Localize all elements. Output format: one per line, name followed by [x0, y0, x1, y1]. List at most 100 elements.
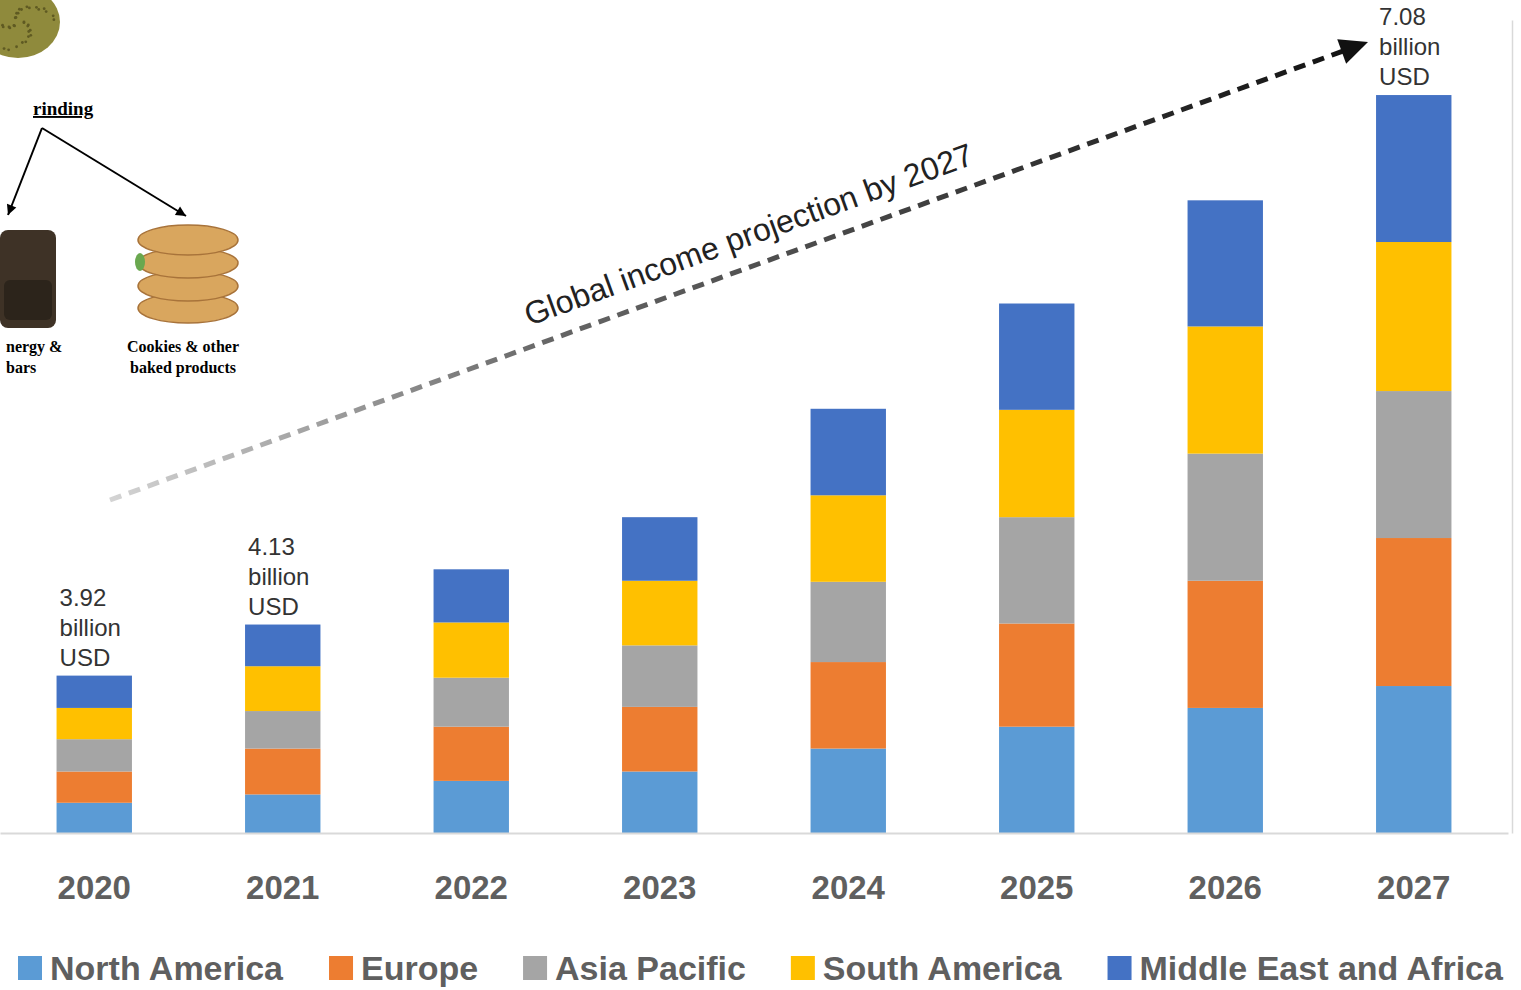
legend-item: Middle East and Africa: [1108, 949, 1504, 987]
bar-segment: [434, 781, 509, 833]
bar-segment: [434, 622, 509, 677]
total-label-line: 7.08: [1379, 3, 1426, 30]
bar-segment: [811, 495, 886, 582]
bar-segment: [245, 794, 320, 833]
bar-segment: [622, 645, 697, 706]
total-label-line: 3.92: [60, 584, 107, 611]
bar-segment: [1376, 686, 1451, 833]
inset-arrow-left-head: [3, 204, 16, 217]
bar-segment: [245, 666, 320, 711]
x-axis-line: [1, 833, 1509, 835]
bar-segment: [1376, 242, 1451, 391]
bar-segment: [999, 410, 1074, 517]
legend-swatch: [1108, 956, 1132, 980]
legend-swatch: [791, 956, 815, 980]
legend-item: South America: [791, 949, 1063, 987]
x-tick-label: 2023: [623, 869, 696, 906]
powder-grain: [26, 5, 29, 8]
bar-segment: [57, 708, 132, 739]
x-tick-label: 2022: [435, 869, 508, 906]
bar-segment: [811, 749, 886, 833]
legend-swatch: [523, 956, 547, 980]
powder-grain: [27, 30, 30, 33]
legend-label: Asia Pacific: [555, 949, 746, 987]
bar-segment: [999, 727, 1074, 833]
bar-segment: [999, 517, 1074, 623]
bars: [57, 95, 1452, 833]
powder-grain: [17, 12, 20, 15]
bar-segment: [245, 625, 320, 667]
x-tick-label: 2025: [1000, 869, 1073, 906]
x-tick-label: 2021: [246, 869, 319, 906]
x-tick-label: 2026: [1189, 869, 1262, 906]
bar-segment: [1188, 454, 1263, 581]
inset: rindingnergy &barsCookies & otherbaked p…: [0, 0, 239, 377]
y-axis: [1512, 21, 1513, 834]
x-tick: 2025: [1000, 833, 1073, 906]
legend-swatch: [18, 956, 42, 980]
powder-grain: [15, 16, 18, 19]
inset-label: baked products: [130, 359, 236, 377]
powder-grain: [52, 18, 55, 21]
chart-root: rindingnergy &barsCookies & otherbaked p…: [0, 0, 1521, 990]
bar-segment: [999, 623, 1074, 726]
cookie-picture: [138, 225, 238, 255]
powder-grain: [3, 47, 6, 50]
bar-segment: [1188, 581, 1263, 708]
inset-arrow-right-head: [175, 207, 189, 221]
x-tick: 2024: [812, 833, 886, 906]
total-label-line: billion: [60, 614, 121, 641]
energy-bar-picture: [0, 230, 56, 328]
inset-label: nergy &: [6, 338, 62, 356]
inset-heading: rinding: [33, 98, 94, 119]
bar-segment: [622, 581, 697, 646]
bar-segment: [1188, 200, 1263, 326]
powder-grain: [52, 14, 55, 17]
bar-segment: [1188, 708, 1263, 833]
bar-segment: [57, 803, 132, 833]
projection-arrow: [110, 50, 1347, 500]
x-tick: 2026: [1189, 833, 1262, 906]
bar-segment: [811, 582, 886, 662]
bar-segment: [1376, 538, 1451, 686]
powder-grain: [37, 8, 40, 11]
bar-segment: [434, 678, 509, 727]
powder-grain: [13, 24, 16, 27]
bar-segment: [999, 304, 1074, 410]
bar-segment: [811, 662, 886, 749]
legend-item: Europe: [329, 949, 478, 987]
x-tick: 2023: [623, 833, 696, 906]
powder-grain: [23, 21, 26, 24]
legend-swatch: [329, 956, 353, 980]
x-tick-label: 2027: [1377, 869, 1450, 906]
total-label-line: USD: [248, 593, 299, 620]
powder-grain: [8, 27, 11, 30]
total-label: 7.08billionUSD: [1379, 3, 1440, 90]
legend-item: North America: [18, 949, 284, 987]
total-label-line: 4.13: [248, 533, 295, 560]
inset-label: Cookies & other: [127, 338, 239, 355]
inset-arrow-right: [42, 128, 186, 216]
bar-segment: [57, 739, 132, 771]
powder-grain: [7, 48, 10, 51]
legend-label: South America: [823, 949, 1063, 987]
bar-segment: [245, 711, 320, 749]
x-tick: 2021: [246, 833, 319, 906]
bar-segment: [622, 772, 697, 833]
legend-label: North America: [50, 949, 284, 987]
powder-grain: [45, 10, 48, 13]
powder-grain: [8, 26, 11, 29]
total-label-line: billion: [248, 563, 309, 590]
powder-grain: [13, 25, 16, 28]
powder-grain: [24, 40, 27, 43]
powder-pile: [0, 0, 60, 58]
powder-grain: [43, 7, 46, 10]
powder-grain: [26, 25, 29, 28]
x-tick-label: 2024: [812, 869, 886, 906]
bar-segment: [1188, 326, 1263, 453]
projection-label: Global income projection by 2027: [519, 136, 978, 332]
bar-segment: [434, 727, 509, 781]
bar-segment: [57, 676, 132, 708]
bar-segment: [1376, 95, 1451, 242]
x-tick: 2027: [1377, 833, 1450, 906]
